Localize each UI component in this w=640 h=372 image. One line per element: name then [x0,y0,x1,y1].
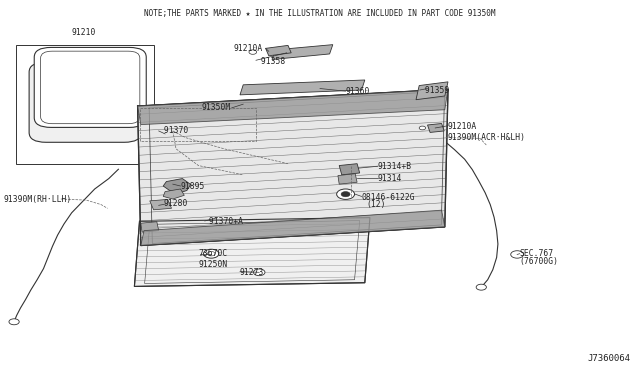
Circle shape [341,192,350,197]
Polygon shape [150,199,172,210]
Text: NOTE;THE PARTS MARKED ★ IN THE ILLUSTRATION ARE INCLUDED IN PART CODE 91350M: NOTE;THE PARTS MARKED ★ IN THE ILLUSTRAT… [144,9,496,18]
Text: 91895: 91895 [180,182,205,191]
Text: 91360: 91360 [346,87,370,96]
Text: 91370+A: 91370+A [204,217,243,226]
Polygon shape [272,45,333,60]
FancyBboxPatch shape [29,62,141,142]
Circle shape [204,249,219,258]
Polygon shape [138,89,448,125]
Polygon shape [428,124,444,132]
Polygon shape [266,45,291,56]
Polygon shape [240,80,365,95]
Circle shape [9,319,19,325]
Polygon shape [134,218,370,286]
Text: (12): (12) [366,200,385,209]
Text: 91210A: 91210A [448,122,477,131]
Circle shape [476,284,486,290]
Circle shape [253,269,265,276]
Text: 91210: 91210 [71,28,95,37]
Polygon shape [141,210,445,246]
Polygon shape [138,89,448,246]
Polygon shape [163,179,191,193]
Text: J7360064: J7360064 [588,354,630,363]
Circle shape [249,50,257,54]
Text: (76700G): (76700G) [520,257,559,266]
Polygon shape [141,222,159,232]
Text: 91370: 91370 [159,126,188,135]
Text: 91210A: 91210A [234,44,263,53]
Polygon shape [339,164,360,175]
Polygon shape [338,174,357,184]
Text: 91314: 91314 [378,174,402,183]
Polygon shape [163,189,184,199]
FancyBboxPatch shape [35,48,147,128]
Text: 91314+B: 91314+B [378,162,412,171]
Circle shape [511,251,524,258]
Text: 73670C: 73670C [198,249,228,258]
Text: 08146-6122G: 08146-6122G [362,193,415,202]
Text: 91390M(RH·LLH): 91390M(RH·LLH) [4,195,72,204]
Bar [16,45,154,164]
Text: 91273: 91273 [240,268,264,277]
Polygon shape [416,82,448,100]
Text: 91359: 91359 [420,86,449,94]
Text: 91358: 91358 [256,57,285,66]
Text: 91350M: 91350M [202,103,231,112]
Circle shape [337,189,355,199]
Circle shape [419,126,426,130]
Text: 91280: 91280 [164,199,188,208]
Text: 91390M(ACR·H&LH): 91390M(ACR·H&LH) [448,133,526,142]
Text: SEC.767: SEC.767 [520,249,554,258]
Text: 91250N: 91250N [198,260,228,269]
